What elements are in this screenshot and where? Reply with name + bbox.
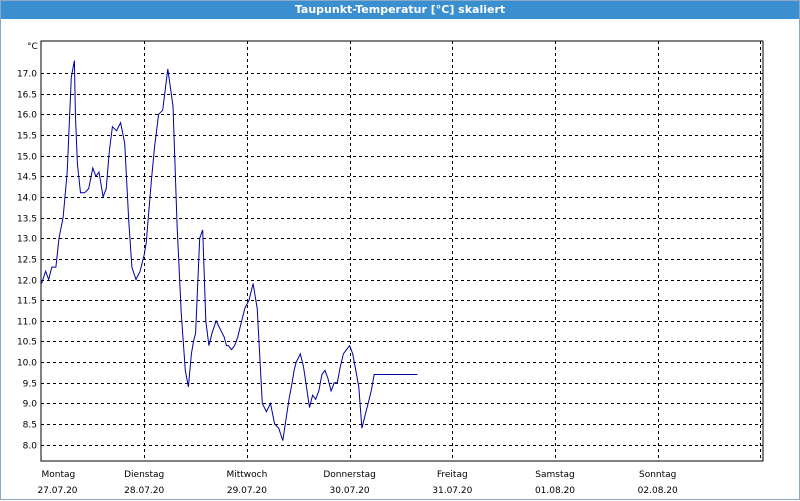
x-tick-date: 27.07.20: [37, 486, 77, 496]
x-tick-date: 01.08.20: [535, 486, 575, 496]
x-tick-day: Montag: [42, 470, 76, 480]
y-tick-labels: 17.0 16.5 16.0 15.5 15.0 14.5 14.0 13.5 13.0 12.5…: [17, 70, 37, 452]
x-tick-labels: Montag 27.07.20 Dienstag 28.07.20 Mittwoch 29…: [37, 470, 678, 496]
y-tick-label: 8.5: [23, 421, 37, 431]
plot-frame: [40, 40, 764, 462]
x-tick-date: 28.07.20: [124, 486, 164, 496]
y-tick-label: 16.0: [17, 111, 37, 121]
y-tick-label: 12.0: [17, 277, 37, 287]
x-tick-day: Freitag: [437, 470, 468, 480]
y-tick-label: 9.0: [23, 400, 38, 410]
x-tick-date: 29.07.20: [227, 486, 267, 496]
y-tick-label: 10.0: [17, 359, 37, 369]
x-tick-day: Mittwoch: [226, 470, 267, 480]
x-tick-day: Dienstag: [124, 470, 164, 480]
y-tick-label: 14.5: [17, 173, 37, 183]
y-tick-label: 13.0: [17, 235, 37, 245]
y-tick-label: 17.0: [17, 70, 37, 80]
y-tick-label: 11.0: [17, 318, 37, 328]
x-tick-day: Sonntag: [639, 470, 676, 480]
y-tick-label: 16.5: [17, 91, 37, 101]
window-title: Taupunkt-Temperatur [°C] skaliert: [1, 1, 799, 19]
y-tick-label: 9.5: [23, 380, 37, 390]
y-tick-label: 10.5: [17, 338, 37, 348]
y-tick-label: 12.5: [17, 256, 37, 266]
x-tick-date: 31.07.20: [432, 486, 472, 496]
series-line: [41, 60, 418, 441]
x-tick-day: Donnerstag: [323, 470, 376, 480]
y-axis-unit: °C: [27, 42, 38, 52]
data-series: [41, 60, 418, 441]
x-tick-day: Samstag: [535, 470, 574, 480]
grid-lines: [40, 40, 764, 462]
y-tick-label: 8.0: [23, 442, 38, 452]
y-tick-label: 15.0: [17, 153, 37, 163]
y-tick-label: 14.0: [17, 194, 37, 204]
y-tick-label: 11.5: [17, 297, 37, 307]
y-tick-label: 13.5: [17, 215, 37, 225]
y-tick-label: 15.5: [17, 132, 37, 142]
x-tick-date: 02.08.20: [638, 486, 678, 496]
x-tick-date: 30.07.20: [330, 486, 370, 496]
